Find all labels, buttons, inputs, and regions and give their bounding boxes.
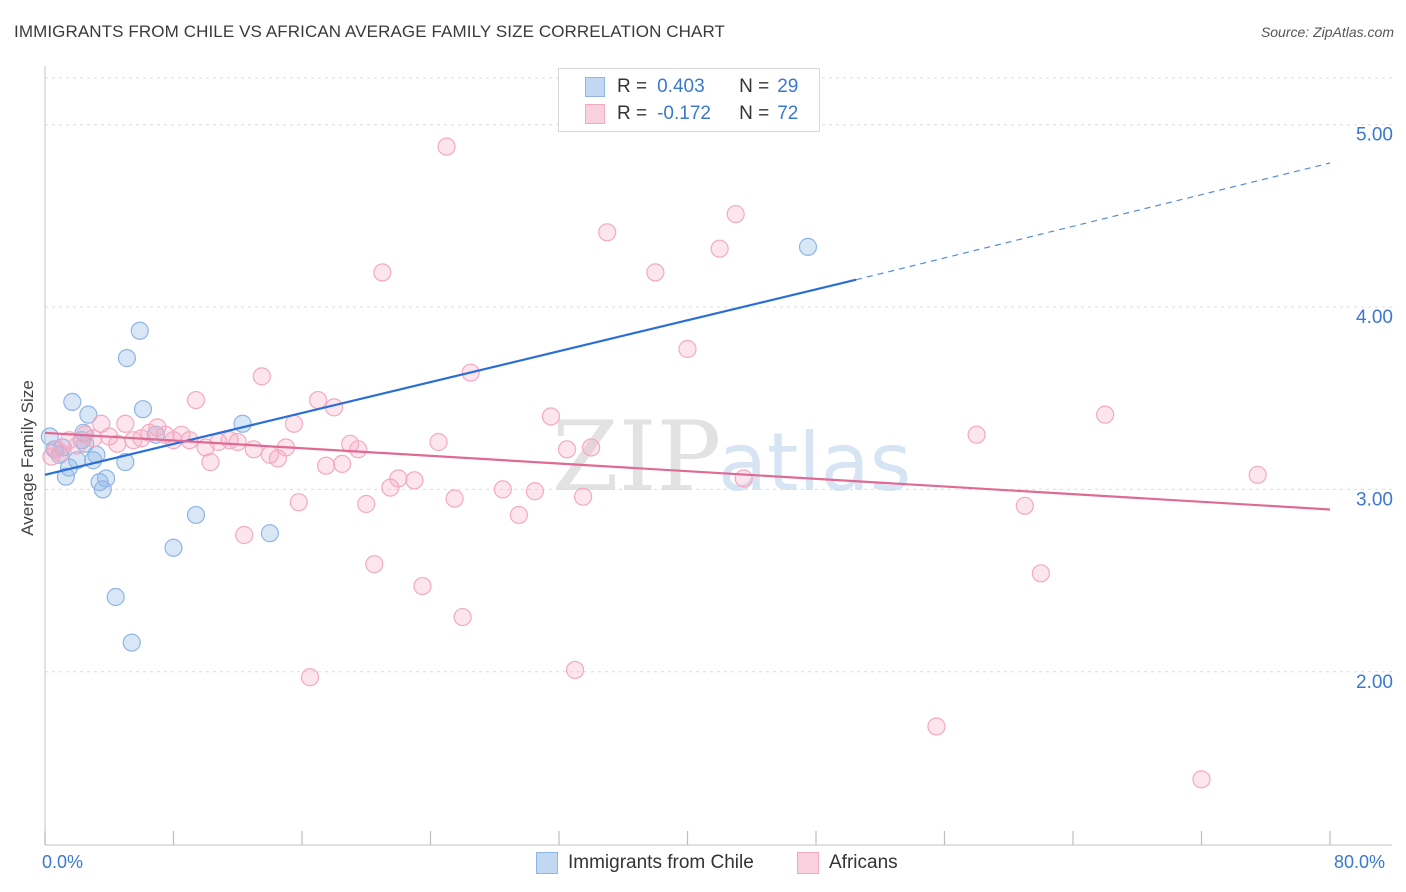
africans-point (541, 407, 561, 426)
africans-point (300, 668, 320, 687)
africans-point (509, 505, 528, 525)
africans-point (252, 367, 271, 386)
series-label-chile: Immigrants from Chile (568, 852, 754, 873)
chile-trendline-extension (856, 162, 1331, 281)
chile-point (96, 469, 116, 488)
watermark-atlas: atlas (718, 416, 911, 509)
legend-n-value: 29 (777, 76, 799, 97)
series-legend-chile: Immigrants from Chile (536, 852, 754, 874)
chile-trendline (44, 278, 857, 476)
africans-point (726, 204, 745, 224)
africans-point (116, 414, 135, 433)
series-legend-africans: Africans (797, 852, 898, 874)
africans-point (646, 263, 665, 282)
chile-point (186, 505, 206, 525)
africans-point (357, 494, 376, 514)
africans-point (289, 493, 308, 512)
africans-point (1031, 564, 1050, 583)
africans-point (678, 339, 697, 359)
africans-point (413, 576, 432, 596)
legend-r-label: R = (617, 103, 648, 124)
africans-point (308, 390, 328, 410)
legend-row-chile: R = 0.403 N = 29 (585, 75, 798, 99)
africans-point (244, 440, 263, 459)
y-tick-label: 5.00 (1356, 125, 1393, 146)
africans-point (365, 555, 384, 574)
africans-point (349, 440, 368, 459)
y-tick-label: 4.00 (1356, 307, 1393, 328)
chart-title: IMMIGRANTS FROM CHILE VS AFRICAN AVERAGE… (14, 22, 726, 41)
africans-point (1015, 496, 1034, 515)
africans-point (1248, 465, 1267, 484)
chile-point (164, 538, 183, 557)
africans-point (186, 390, 206, 410)
y-tick-label: 2.00 (1356, 672, 1393, 693)
y-tick-label: 3.00 (1356, 489, 1393, 510)
legend-r-value: -0.172 (657, 103, 711, 124)
africans-point (565, 660, 585, 680)
africans-point (493, 480, 512, 499)
africans-point (967, 425, 986, 444)
africans-point (201, 452, 220, 472)
africans-point (453, 607, 472, 627)
series-swatch-africans (797, 852, 819, 874)
chile-point (116, 452, 135, 472)
africans-point (927, 717, 946, 736)
africans-point (429, 432, 448, 452)
africans-point (228, 432, 247, 452)
africans-point (405, 471, 424, 490)
africans-point (710, 239, 729, 258)
africans-point (598, 223, 617, 242)
chile-point (106, 587, 125, 607)
chile-point (79, 405, 98, 424)
africans-point (573, 487, 593, 506)
legend-swatch-chile (585, 77, 605, 97)
chile-point (260, 524, 279, 543)
africans-point (734, 469, 753, 488)
x-tick-max: 80.0% (1334, 852, 1386, 872)
africans-point (1192, 770, 1211, 789)
africans-point (1096, 405, 1115, 424)
chile-point (117, 349, 137, 368)
chile-point (122, 633, 141, 652)
legend-r-value: 0.403 (657, 76, 705, 97)
chile-point (798, 237, 818, 256)
africans-trendline (44, 431, 1331, 511)
africans-point (84, 429, 103, 448)
africans-point (316, 456, 336, 475)
legend-r-label: R = (617, 76, 648, 97)
x-tick-min: 0.0% (42, 852, 84, 872)
africans-point (389, 469, 408, 488)
legend-swatch-africans (585, 104, 605, 124)
africans-point (284, 414, 304, 433)
chile-point (63, 392, 82, 411)
legend-n-value: 72 (777, 103, 799, 124)
africans-point (333, 454, 352, 473)
chile-point (133, 400, 153, 419)
series-label-africans: Africans (829, 852, 898, 873)
legend-row-africans: R = -0.172 N = 72 (585, 102, 798, 126)
africans-point (445, 489, 464, 508)
chile-point (68, 451, 87, 470)
source-credit: Source: ZipAtlas.com (1260, 24, 1394, 40)
legend-n-label: N = (739, 76, 770, 97)
africans-point (582, 438, 601, 457)
africans-point (373, 263, 392, 282)
africans-point (525, 482, 545, 501)
africans-point (437, 137, 456, 156)
watermark-zip: ZIP (552, 401, 721, 513)
legend-n-label: N = (739, 103, 770, 124)
chile-point (93, 480, 112, 499)
chile-point (130, 321, 149, 340)
africans-point (557, 440, 577, 459)
series-swatch-chile (536, 852, 558, 874)
africans-point (235, 525, 254, 545)
correlation-legend: R = 0.403 N = 29 R = -0.172 N = 72 (558, 68, 820, 132)
